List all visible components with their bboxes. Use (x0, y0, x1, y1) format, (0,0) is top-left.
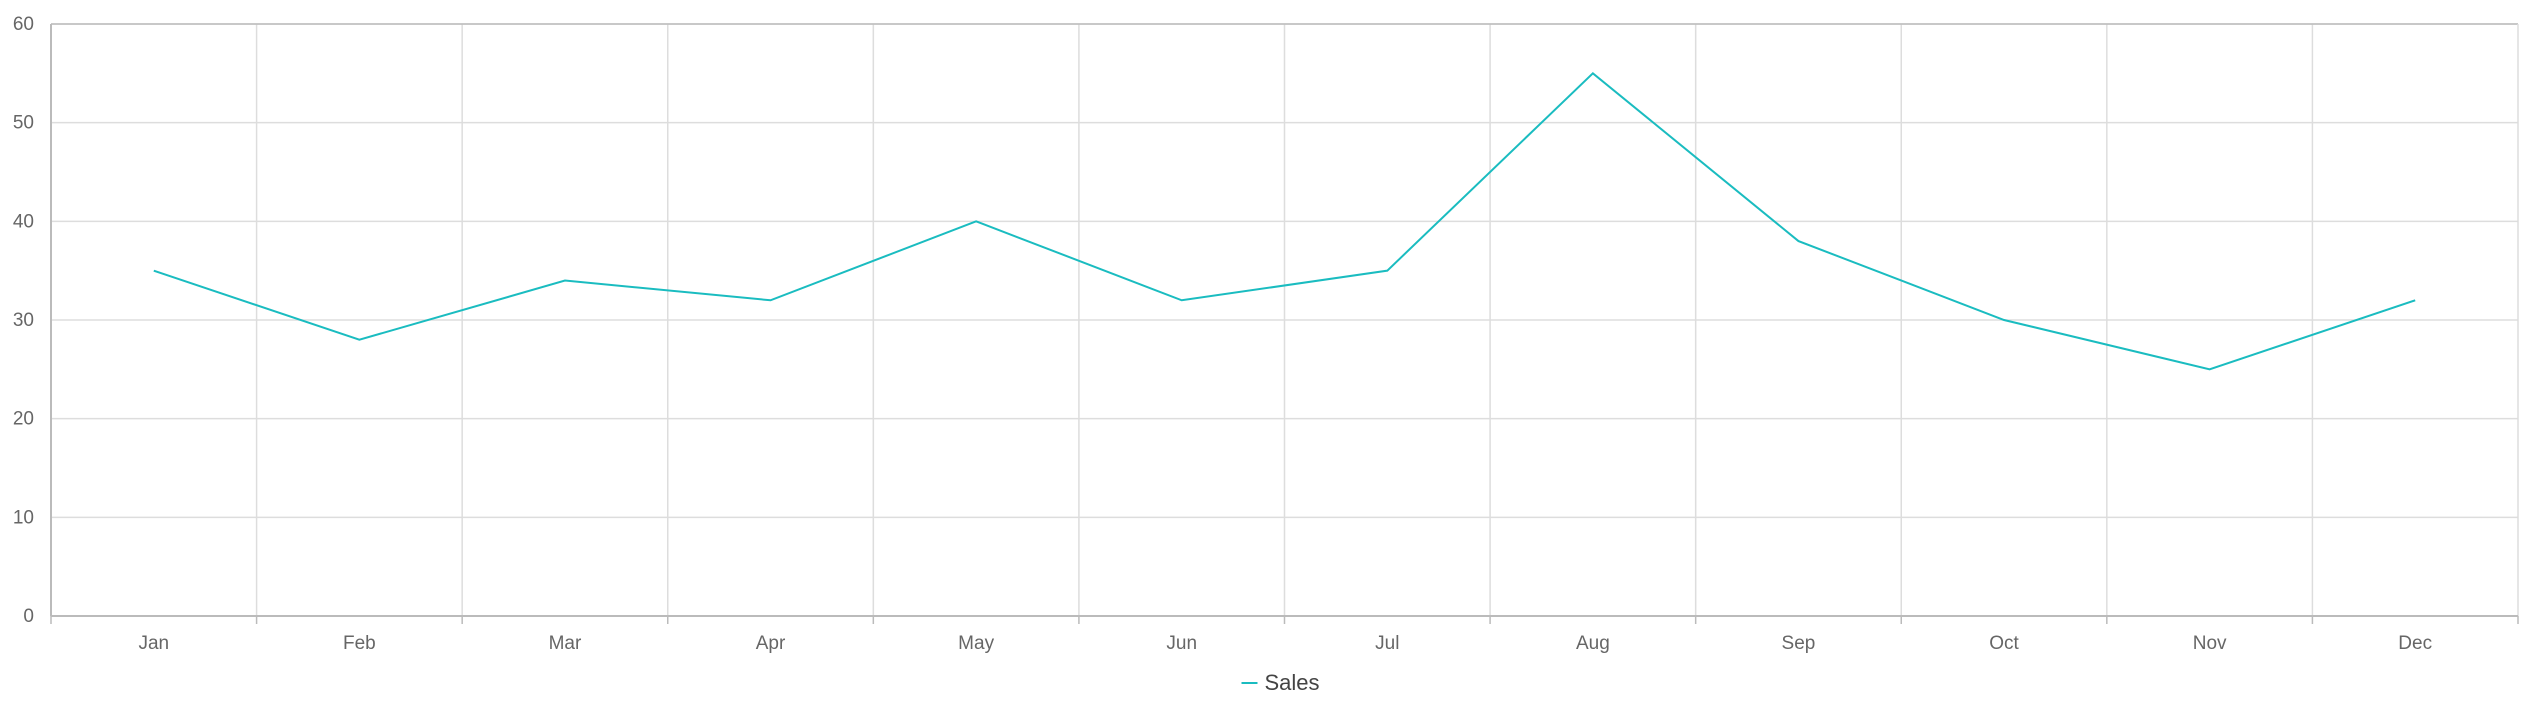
x-tick-label: Feb (343, 633, 376, 654)
x-tick-label: Mar (549, 633, 582, 654)
legend-item-sales[interactable]: Sales (1241, 670, 1320, 695)
series-lines (148, 67, 2421, 375)
data-point[interactable] (1176, 294, 1188, 306)
legend[interactable]: Sales (1241, 670, 1320, 695)
series-line-sales (153, 71, 2416, 371)
data-point[interactable] (1792, 235, 1804, 247)
axes (50, 23, 2519, 624)
x-tick-label: Jul (1375, 633, 1399, 654)
y-tick-label: 20 (13, 409, 34, 430)
x-tick-label: Nov (2193, 633, 2227, 654)
legend-label: Sales (1265, 670, 1320, 695)
y-tick-label: 60 (13, 14, 34, 35)
y-tick-label: 0 (23, 606, 34, 627)
data-point[interactable] (353, 334, 365, 346)
data-point[interactable] (765, 294, 777, 306)
data-point[interactable] (1381, 265, 1393, 277)
x-tick-label: May (958, 633, 994, 654)
x-tick-label: Dec (2398, 633, 2432, 654)
x-tick-label: Jan (138, 633, 169, 654)
data-point[interactable] (970, 215, 982, 227)
x-tick-label: Sep (1782, 633, 1816, 654)
data-point[interactable] (1998, 314, 2010, 326)
tick-labels: 0 10 20 30 40 50 60 Jan Feb Mar Apr May Jun Jul Aug Sep… (13, 14, 2432, 654)
data-point[interactable] (148, 265, 160, 277)
y-tick-label: 40 (13, 211, 34, 232)
data-point[interactable] (2204, 363, 2216, 375)
y-tick-label: 50 (13, 113, 34, 134)
grid-lines (51, 23, 2518, 616)
x-tick-label: Oct (1989, 633, 2019, 654)
data-point[interactable] (559, 275, 571, 287)
y-tick-label: 10 (13, 507, 34, 528)
y-tick-label: 30 (13, 310, 34, 331)
x-tick-label: Aug (1576, 633, 1610, 654)
x-tick-label: Apr (756, 633, 786, 654)
x-tick-label: Jun (1166, 633, 1197, 654)
data-point[interactable] (2409, 294, 2421, 306)
data-point[interactable] (1587, 67, 1599, 79)
